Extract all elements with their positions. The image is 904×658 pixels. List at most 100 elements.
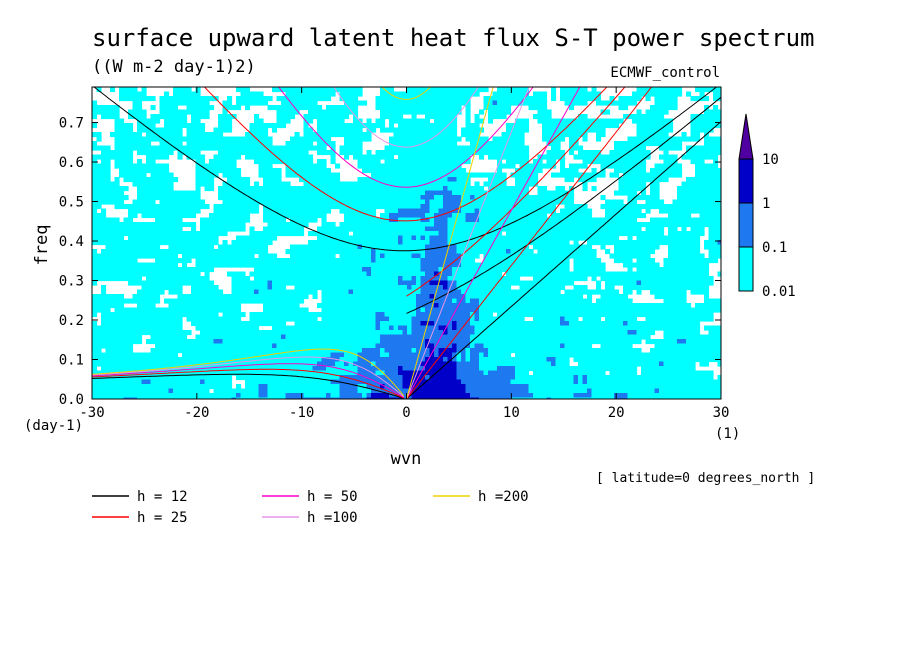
field-cell <box>375 199 381 205</box>
field-cell <box>420 136 426 142</box>
field-cell <box>636 114 642 120</box>
field-cell <box>555 235 561 241</box>
field-cell <box>429 208 435 214</box>
field-cell <box>213 172 219 178</box>
field-cell <box>398 276 404 282</box>
field-cell <box>105 181 111 187</box>
field-cell <box>447 267 453 273</box>
field-cell <box>366 186 372 192</box>
field-cell <box>582 100 588 106</box>
field-cell <box>407 280 413 286</box>
field-cell <box>605 226 611 232</box>
field-cell <box>569 231 575 237</box>
field-cell <box>101 150 107 156</box>
field-cell <box>227 244 233 250</box>
field-cell <box>231 163 237 169</box>
field-cell <box>704 145 710 151</box>
field-cell <box>713 231 719 237</box>
field-cell <box>429 199 435 205</box>
field-cell <box>92 105 98 111</box>
field-cell <box>357 195 363 201</box>
field-cell <box>429 127 435 133</box>
field-cell <box>146 253 152 259</box>
field-cell <box>636 249 642 255</box>
field-cell <box>114 244 120 250</box>
field-cell <box>524 100 530 106</box>
field-cell <box>447 105 453 111</box>
field-cell <box>447 186 453 192</box>
field-cell <box>591 87 597 93</box>
field-cell <box>528 177 534 183</box>
field-cell <box>623 163 629 169</box>
field-cell <box>627 262 633 268</box>
field-cell <box>497 145 503 151</box>
field-cell <box>429 195 435 201</box>
field-cell <box>438 123 444 129</box>
field-cell <box>704 87 710 93</box>
field-cell <box>276 172 282 178</box>
field-cell <box>227 208 233 214</box>
field-cell <box>686 276 692 282</box>
field-cell <box>258 289 264 295</box>
field-cell <box>425 195 431 201</box>
field-cell <box>528 199 534 205</box>
field-cell <box>308 267 314 273</box>
field-cell <box>519 141 525 147</box>
field-cell <box>96 163 102 169</box>
field-cell <box>159 285 165 291</box>
field-cell <box>375 105 381 111</box>
field-cell <box>290 208 296 214</box>
field-cell <box>393 253 399 259</box>
field-cell <box>501 195 507 201</box>
field-cell <box>564 280 570 286</box>
field-cell <box>357 253 363 259</box>
field-cell <box>614 249 620 255</box>
field-cell <box>416 168 422 174</box>
field-cell <box>119 276 125 282</box>
field-cell <box>168 132 174 138</box>
field-cell <box>105 262 111 268</box>
field-cell <box>204 109 210 115</box>
field-cell <box>537 240 543 246</box>
field-cell <box>177 127 183 133</box>
field-cell <box>123 172 129 178</box>
field-cell <box>488 231 494 237</box>
field-cell <box>546 231 552 237</box>
field-cell <box>141 150 147 156</box>
field-cell <box>537 118 543 124</box>
field-cell <box>137 132 143 138</box>
field-cell <box>497 204 503 210</box>
field-cell <box>231 172 237 178</box>
field-cell <box>123 96 129 102</box>
field-cell <box>222 222 228 228</box>
field-cell <box>258 262 264 268</box>
field-cell <box>308 177 314 183</box>
field-cell <box>614 118 620 124</box>
field-cell <box>645 280 651 286</box>
field-cell <box>326 91 332 97</box>
field-cell <box>128 249 134 255</box>
field-cell <box>218 114 224 120</box>
field-cell <box>623 271 629 277</box>
field-cell <box>524 159 530 165</box>
field-cell <box>186 150 192 156</box>
field-cell <box>204 163 210 169</box>
field-cell <box>623 100 629 106</box>
field-cell <box>618 163 624 169</box>
field-cell <box>569 145 575 151</box>
field-cell <box>281 96 287 102</box>
field-cell <box>524 244 530 250</box>
field-cell <box>551 276 557 282</box>
field-cell <box>258 285 264 291</box>
field-cell <box>240 240 246 246</box>
field-cell <box>339 127 345 133</box>
field-cell <box>479 208 485 214</box>
field-cell <box>600 276 606 282</box>
field-cell <box>402 222 408 228</box>
field-cell <box>407 231 413 237</box>
field-cell <box>317 226 323 232</box>
field-cell <box>501 199 507 205</box>
field-cell <box>443 168 449 174</box>
field-cell <box>690 177 696 183</box>
field-cell <box>452 267 458 273</box>
